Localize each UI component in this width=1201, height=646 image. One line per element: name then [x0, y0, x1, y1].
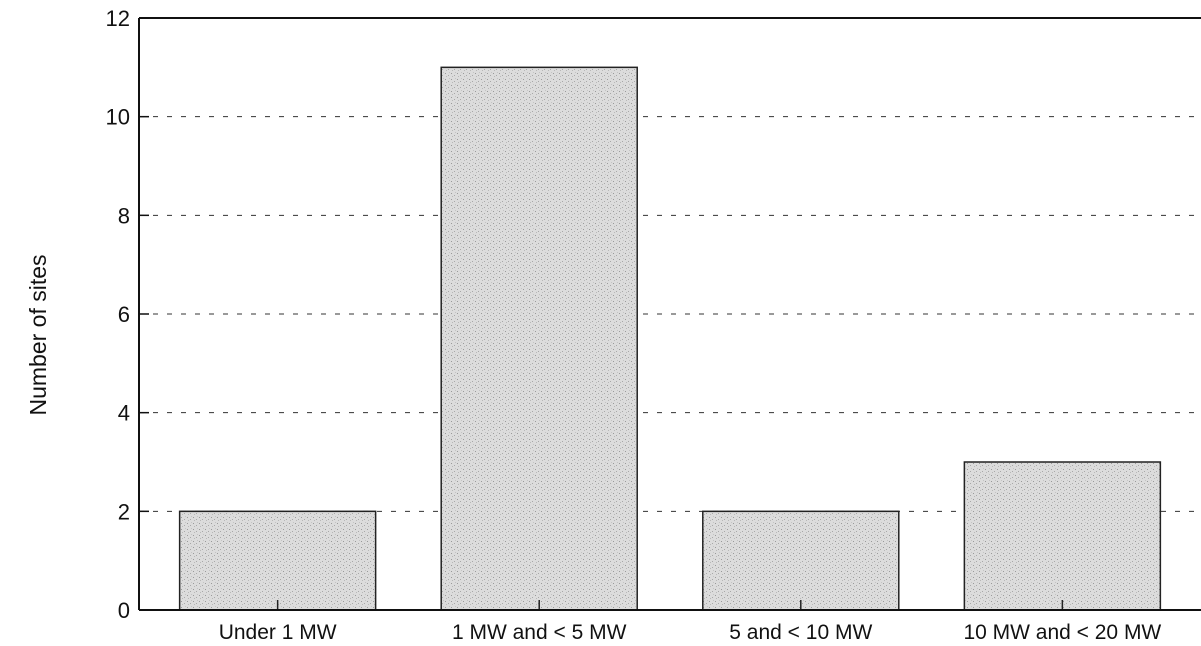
x-tick-label: Under 1 MW — [219, 621, 337, 644]
x-tick-label: 5 and < 10 MW — [729, 621, 872, 644]
x-tick-label: 1 MW and < 5 MW — [452, 621, 627, 644]
bar-5-and-10-mw — [702, 510, 900, 611]
y-axis-title: Number of sites — [25, 254, 51, 415]
y-tick-label: 12 — [106, 6, 130, 31]
y-tick-label: 6 — [118, 302, 130, 327]
grid-lines — [139, 116, 1201, 512]
x-tick-label: 10 MW and < 20 MW — [963, 621, 1161, 644]
bar-1-mw-and-5-mw — [440, 66, 638, 611]
y-tick-label: 10 — [106, 105, 130, 130]
y-tick-label: 8 — [118, 203, 130, 228]
bar-10-mw-and-20-mw — [963, 461, 1162, 611]
bar-under-1-mw — [178, 510, 377, 611]
y-tick-label: 2 — [118, 499, 130, 524]
axes — [138, 17, 1201, 611]
y-tick-label: 4 — [118, 401, 130, 426]
bars — [178, 66, 1162, 611]
labels: Under 1 MW 1 MW and < 5 MW 5 and < 10 MW 10… — [106, 6, 1162, 644]
y-tick-label: 0 — [118, 598, 130, 623]
